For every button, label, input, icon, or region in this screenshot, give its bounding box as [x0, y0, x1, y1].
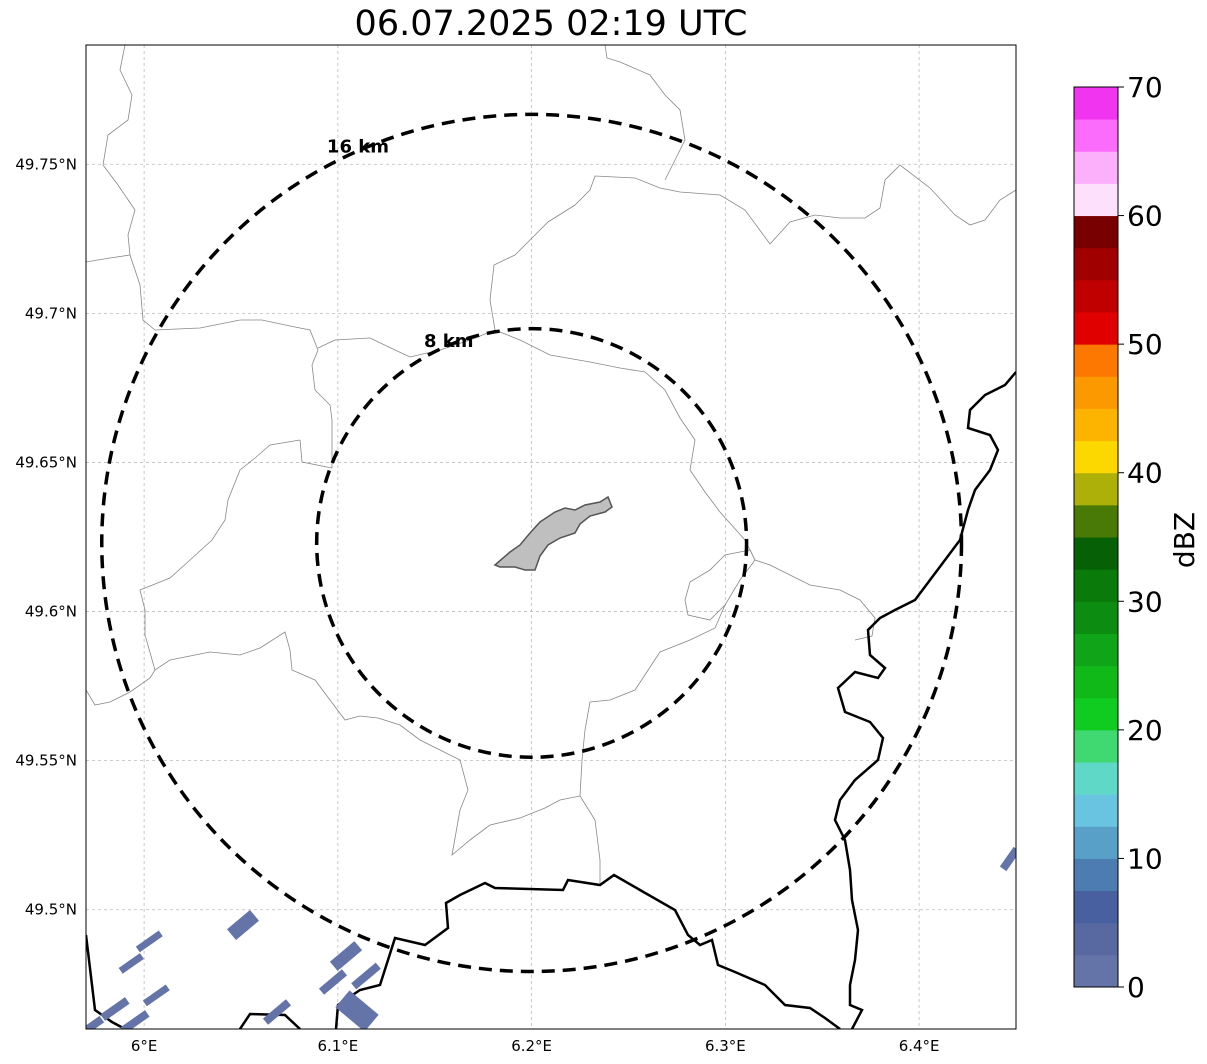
echo-cell	[135, 930, 163, 953]
range-rings: 16 km 8 km	[100, 112, 964, 974]
colorbar-tick-label: 40	[1127, 457, 1163, 490]
colorbar-segment	[1074, 601, 1118, 634]
colorbar-tick-label: 50	[1127, 328, 1163, 361]
colorbar-segment	[1074, 376, 1118, 409]
colorbar-tick-label: 60	[1127, 200, 1163, 233]
colorbar-segment	[1074, 408, 1118, 442]
colorbar-segment	[1074, 472, 1118, 506]
range-ring	[100, 112, 964, 974]
latitude-tick-labels: 49.5°N 49.55°N 49.6°N 49.65°N 49.7°N 49.75°N	[15, 155, 77, 918]
colorbar-segment	[1074, 247, 1118, 281]
colorbar-segment	[1074, 858, 1118, 892]
colorbar-segment	[1074, 569, 1118, 602]
echo-cell	[100, 997, 130, 1021]
x-tick-label: 6.3°E	[705, 1037, 746, 1055]
longitude-tick-labels: 6°E 6.1°E 6.2°E 6.3°E 6.4°E	[131, 1037, 940, 1055]
colorbar: 0 10 20 30 40 50 60 70	[1073, 71, 1163, 1004]
y-tick-label: 49.65°N	[15, 453, 77, 471]
colorbar-segment	[1074, 215, 1118, 249]
colorbar-segment	[1074, 697, 1118, 731]
colorbar-tick-label: 20	[1127, 714, 1163, 747]
colorbar-segment	[1074, 762, 1118, 795]
colorbar-segment	[1074, 440, 1118, 474]
national-border	[86, 371, 1016, 1029]
colorbar-segment	[1074, 312, 1118, 345]
y-tick-label: 49.7°N	[25, 304, 77, 322]
colorbar-tick-label: 30	[1127, 585, 1163, 618]
range-ring-label: 16 km	[327, 137, 389, 158]
gridlines	[86, 45, 1016, 1029]
colorbar-tick-label: 10	[1127, 842, 1163, 875]
echo-cell	[335, 990, 379, 1029]
x-tick-label: 6.4°E	[899, 1037, 940, 1055]
colorbar-segment	[1074, 537, 1118, 570]
range-ring	[314, 326, 749, 760]
range-ring-label: 8 km	[424, 331, 474, 352]
x-tick-label: 6.2°E	[511, 1037, 552, 1055]
colorbar-segment	[1074, 890, 1118, 924]
city-area	[493, 495, 613, 571]
colorbar-segment	[1074, 344, 1118, 377]
y-tick-label: 49.5°N	[25, 901, 77, 919]
echo-cell	[118, 953, 144, 974]
colorbar-segment	[1074, 665, 1118, 699]
echo-cell	[227, 909, 259, 941]
colorbar-segment	[1074, 729, 1118, 763]
echo-cell	[329, 941, 363, 971]
radar-echoes	[86, 846, 1016, 1029]
map-title: 06.07.2025 02:19 UTC	[354, 4, 748, 44]
y-tick-label: 49.55°N	[15, 752, 77, 770]
colorbar-segment	[1074, 183, 1118, 217]
colorbar-frame	[1073, 86, 1119, 988]
y-tick-label: 49.6°N	[25, 603, 77, 621]
colorbar-segment	[1074, 954, 1118, 988]
colorbar-segment	[1074, 504, 1118, 538]
echo-cell	[120, 1010, 150, 1029]
echo-cell	[86, 1015, 105, 1029]
x-tick-label: 6.1°E	[317, 1037, 358, 1055]
echo-cell	[142, 984, 170, 1007]
x-tick-label: 6°E	[131, 1037, 158, 1055]
colorbar-segment	[1074, 826, 1118, 859]
basemap	[86, 45, 1016, 1029]
colorbar-tick-label: 0	[1127, 971, 1145, 1004]
colorbar-segment	[1074, 922, 1118, 956]
echo-cell	[318, 969, 348, 995]
plot-frame	[85, 44, 1017, 1030]
colorbar-segment	[1074, 87, 1118, 120]
colorbar-segment	[1074, 279, 1118, 313]
colorbar-tick-label: 70	[1127, 71, 1163, 104]
colorbar-segment	[1074, 119, 1118, 152]
echo-cell	[999, 846, 1016, 872]
colorbar-segment	[1074, 794, 1118, 827]
colorbar-label: dBZ	[1168, 512, 1201, 568]
y-tick-label: 49.75°N	[15, 155, 77, 173]
municipal-boundaries	[86, 45, 1016, 885]
echo-cell	[262, 999, 292, 1025]
colorbar-segment	[1074, 151, 1118, 184]
echo-cell	[351, 962, 381, 990]
colorbar-segment	[1074, 633, 1118, 667]
